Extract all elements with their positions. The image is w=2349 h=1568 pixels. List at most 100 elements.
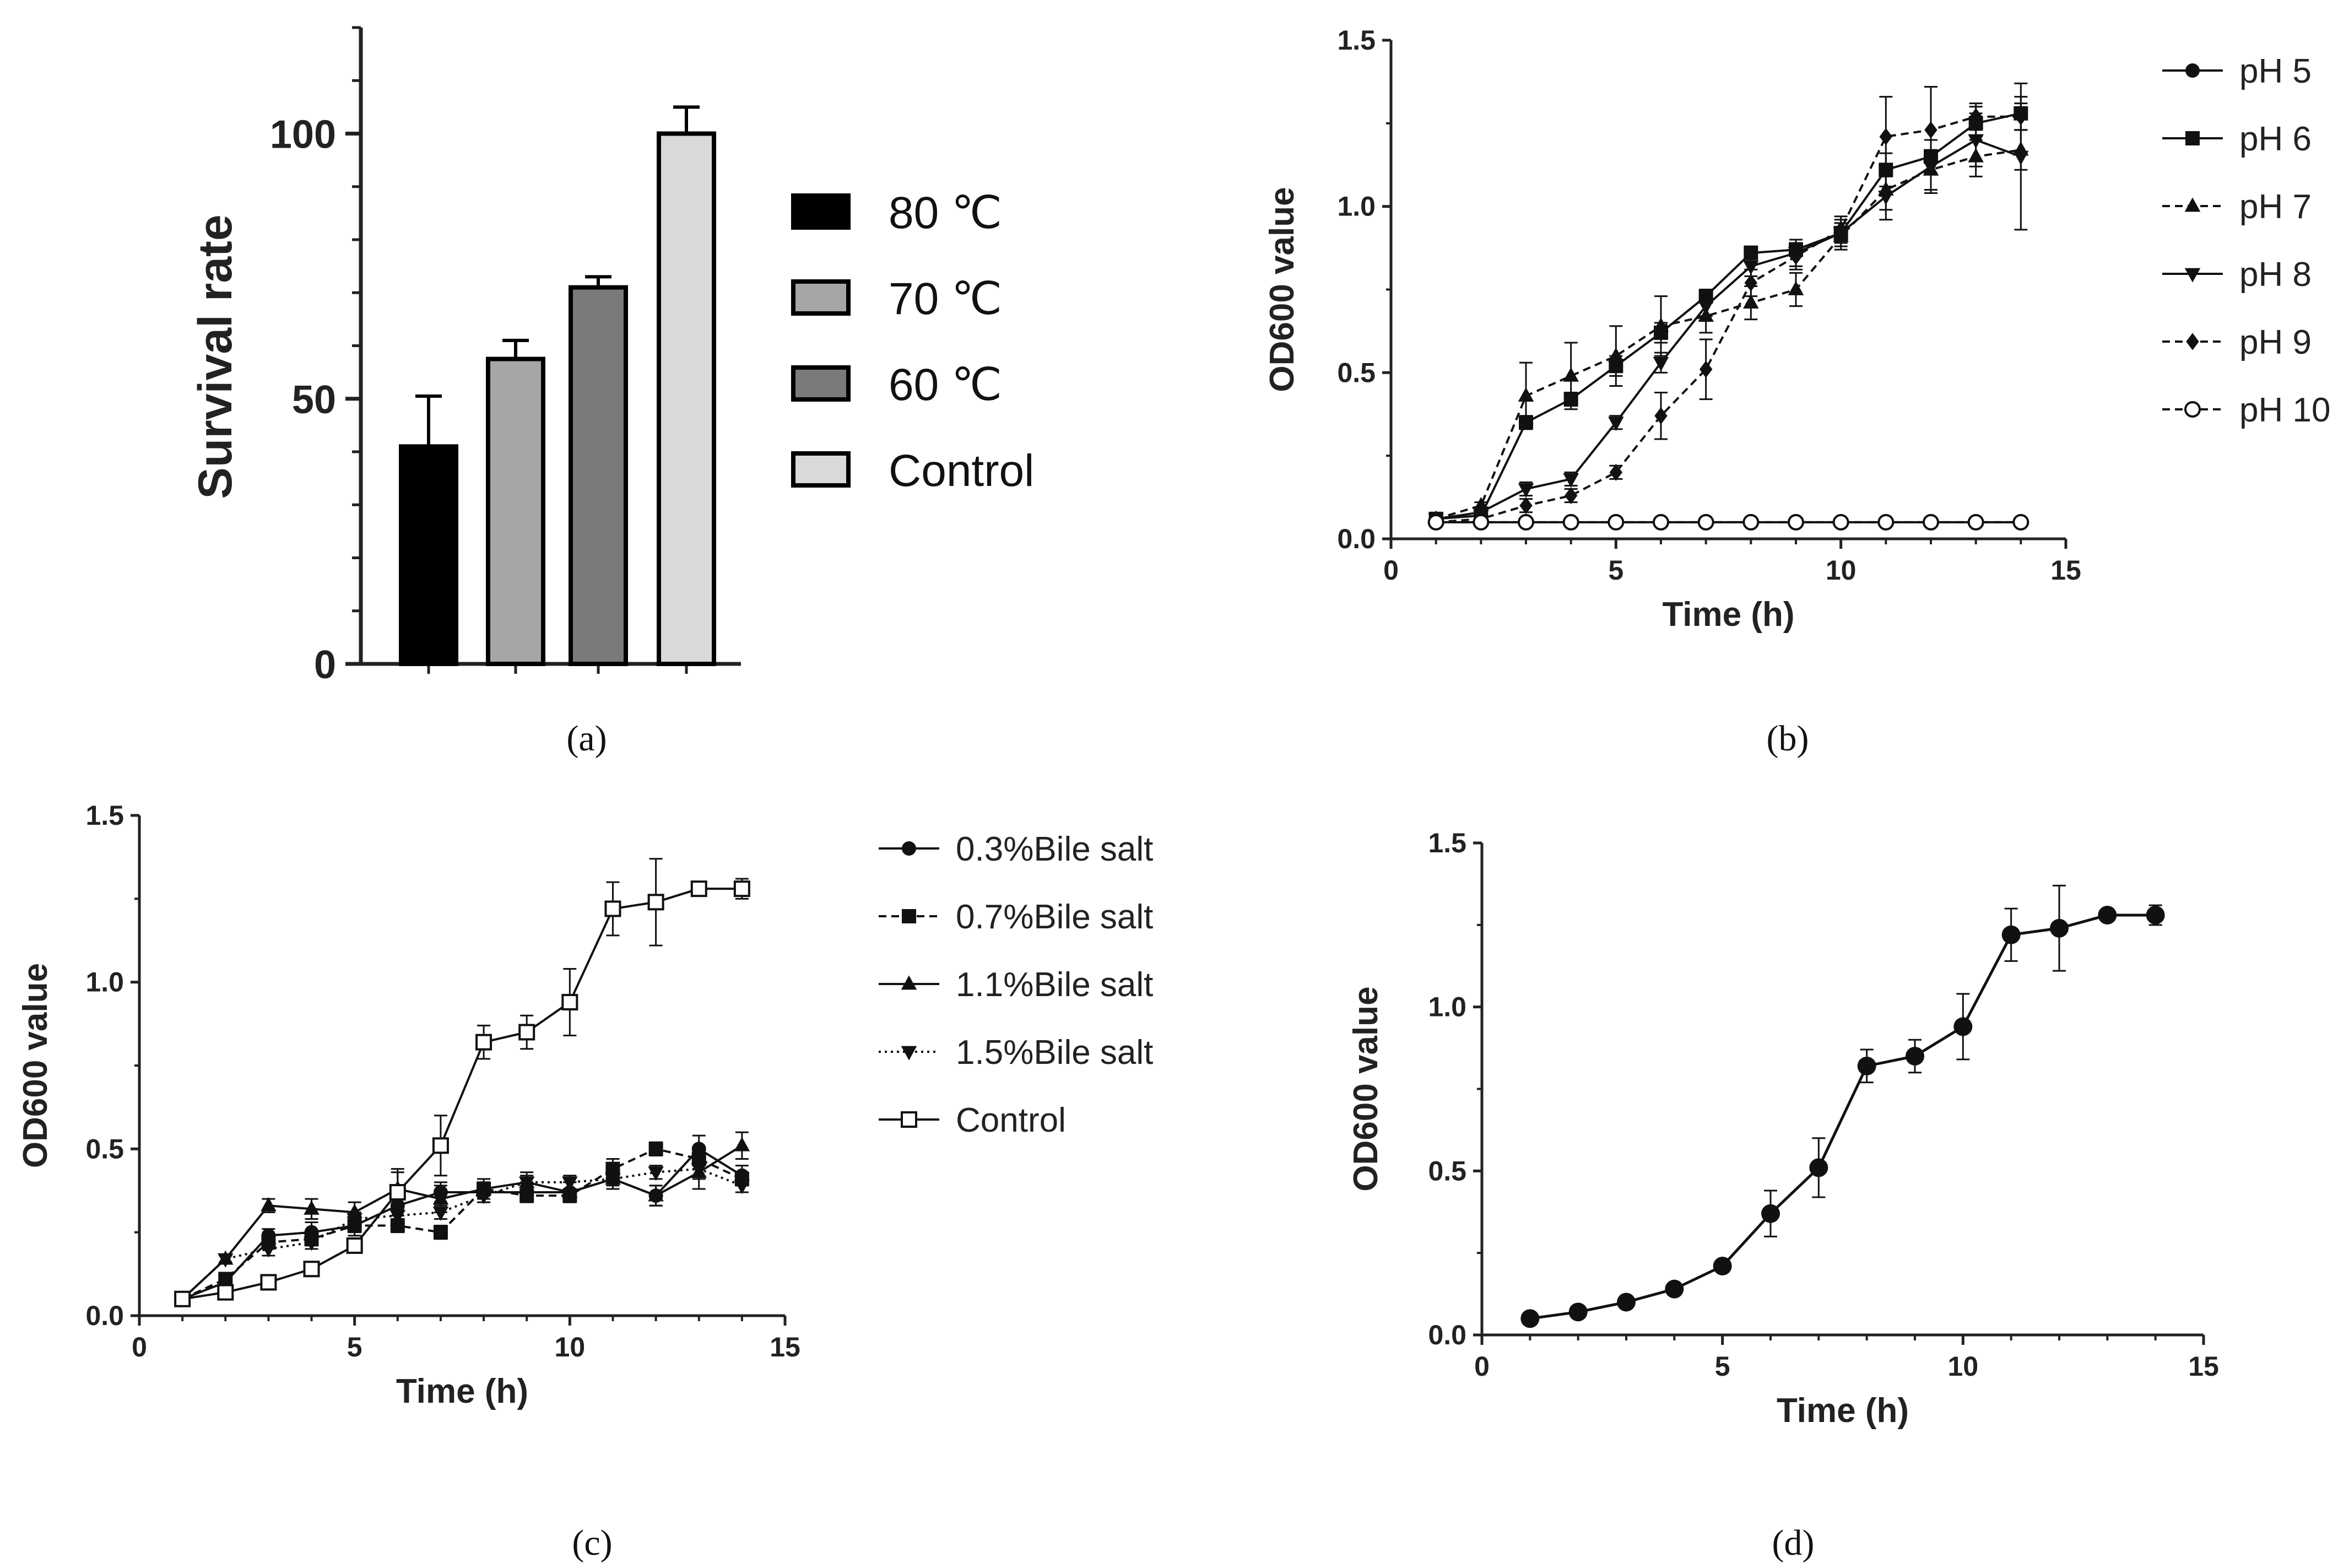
data-point <box>1744 274 1758 292</box>
legend-label: pH 10 <box>2239 391 2330 429</box>
x-tick-label: 0 <box>1383 555 1399 586</box>
legend-label: pH 5 <box>2239 52 2312 90</box>
legend-marker <box>2186 333 2199 350</box>
panel-label: (a) <box>566 718 607 759</box>
data-point <box>260 1274 277 1291</box>
x-tick-label: 15 <box>2050 555 2081 586</box>
legend-marker <box>901 1111 917 1128</box>
legend-item: 1.1%Bile salt <box>879 966 1153 1004</box>
series-line <box>182 1148 743 1300</box>
data-point <box>690 880 707 897</box>
data-point <box>1518 483 1534 498</box>
y-axis-title: OD600 value <box>17 963 55 1168</box>
y-tick-label: 1.5 <box>85 800 124 831</box>
legend-marker <box>902 841 916 856</box>
data-point <box>2013 150 2029 165</box>
data-point <box>1713 1256 1732 1275</box>
data-point <box>1742 513 1760 531</box>
data-point <box>1654 407 1668 425</box>
legend-marker <box>2185 63 2200 78</box>
x-tick-label: 10 <box>555 1332 586 1362</box>
data-point <box>1789 247 1803 265</box>
data-point <box>2146 905 2165 924</box>
data-point <box>347 1213 362 1228</box>
y-tick-label: 1.0 <box>85 967 124 998</box>
data-point <box>475 1034 492 1051</box>
y-tick-label: 1.5 <box>1337 25 1376 56</box>
legend-item: pH 6 <box>2162 120 2312 158</box>
data-point <box>389 1184 406 1201</box>
data-point <box>1878 191 1894 206</box>
y-tick-label: 0.0 <box>85 1300 124 1331</box>
data-point <box>1563 367 1579 382</box>
legend-label: pH 7 <box>2239 188 2312 226</box>
y-axis-title: Survival rate <box>189 214 242 499</box>
x-axis-title: Time (h) <box>396 1372 528 1410</box>
data-point <box>1653 356 1669 371</box>
data-point <box>1518 387 1534 402</box>
data-point <box>303 1261 320 1278</box>
y-axis-title: OD600 value <box>1263 187 1301 392</box>
x-tick-label: 15 <box>2188 1351 2219 1382</box>
legend-marker <box>2184 197 2201 212</box>
x-tick-label: 0 <box>1474 1351 1490 1382</box>
y-tick-label: 50 <box>292 378 336 422</box>
legend-label: pH 8 <box>2239 256 2312 294</box>
legend-swatch <box>791 279 851 316</box>
data-point <box>1562 513 1579 531</box>
data-point <box>518 1176 535 1191</box>
data-point <box>1906 1046 1924 1066</box>
data-point <box>1563 473 1579 488</box>
legend-item: pH 7 <box>2162 188 2312 226</box>
series-1.5-Bile-salt <box>174 1158 750 1308</box>
legend-marker <box>2184 401 2201 418</box>
legend-marker <box>902 909 916 923</box>
data-point <box>1809 1158 1828 1177</box>
data-point <box>605 1173 621 1188</box>
x-tick-label: 5 <box>1715 1351 1730 1382</box>
data-point <box>432 1206 449 1221</box>
data-point <box>734 1137 750 1151</box>
legend-item: 70 ℃ <box>791 274 1002 324</box>
data-point <box>1923 513 1939 531</box>
data-point <box>733 880 750 897</box>
series-Control <box>174 858 750 1307</box>
data-point <box>1877 513 1895 531</box>
data-point <box>1953 1017 1973 1036</box>
legend-swatch <box>791 365 851 402</box>
data-point <box>734 1180 750 1194</box>
legend-item: 0.7%Bile salt <box>879 898 1153 936</box>
series-line <box>181 1167 743 1300</box>
legend-item: Control <box>879 1101 1066 1139</box>
data-point <box>389 1210 406 1224</box>
legend-label: pH 6 <box>2239 120 2312 158</box>
data-point <box>1879 128 1893 145</box>
data-point <box>1473 513 1490 531</box>
data-point <box>1698 300 1714 315</box>
x-tick-label: 10 <box>1948 1351 1979 1382</box>
data-point <box>2001 925 2021 944</box>
legend-marker <box>901 1046 917 1061</box>
y-tick-label: 0.5 <box>85 1133 124 1164</box>
data-point <box>1788 280 1804 295</box>
bar <box>569 285 628 666</box>
data-point <box>1653 513 1669 531</box>
data-point <box>1608 347 1624 362</box>
y-tick-label: 0 <box>314 643 336 687</box>
data-point <box>1967 513 1984 531</box>
legend-item: 1.5%Bile salt <box>879 1034 1153 1072</box>
data-point <box>562 1176 578 1191</box>
y-tick-label: 100 <box>270 113 336 157</box>
data-point <box>304 1200 320 1215</box>
y-axis-title: OD600 value <box>1347 986 1385 1191</box>
y-tick-label: 1.0 <box>1337 191 1376 222</box>
x-axis-title: Time (h) <box>1663 596 1795 634</box>
legend-marker <box>901 975 917 990</box>
data-point <box>1609 463 1623 481</box>
x-tick-label: 5 <box>1608 555 1623 586</box>
data-point <box>1968 134 1984 149</box>
data-point <box>648 1166 664 1181</box>
data-point <box>1761 1204 1780 1223</box>
data-point <box>1832 513 1849 531</box>
